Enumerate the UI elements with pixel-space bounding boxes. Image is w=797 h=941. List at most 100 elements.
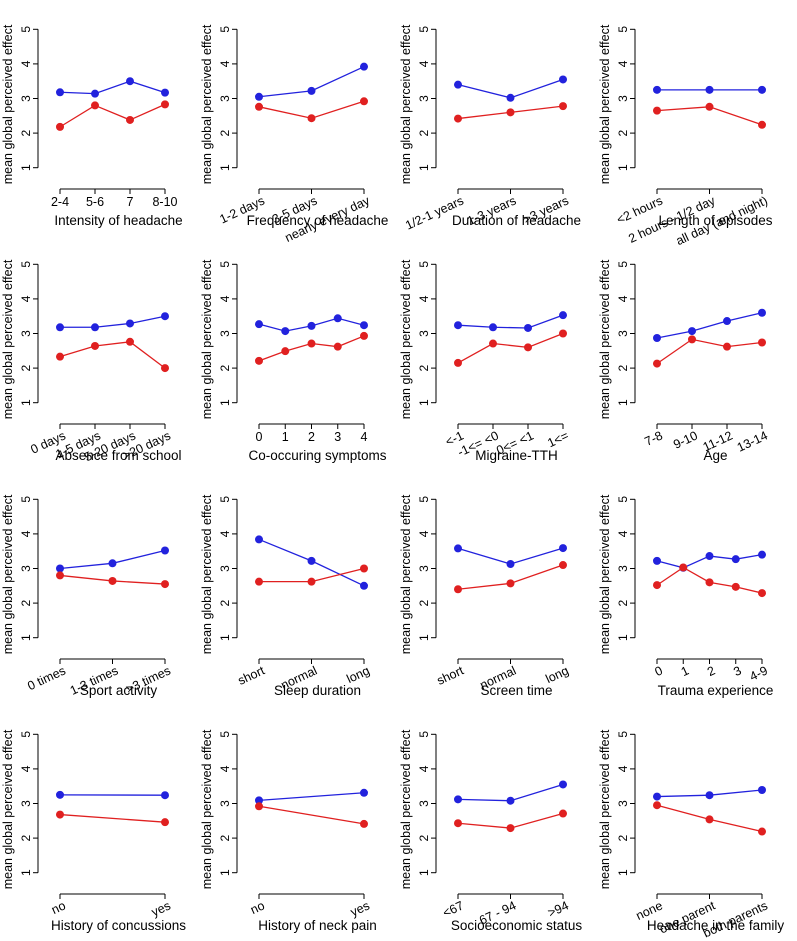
y-tick-label: 4	[218, 765, 232, 772]
data-point-upper	[281, 327, 290, 336]
series-line-upper	[656, 312, 763, 339]
y-tick-label: 2	[417, 364, 431, 371]
y-tick-label: 3	[218, 800, 232, 807]
data-point-lower	[108, 576, 117, 585]
y-tick-label: 5	[19, 261, 33, 268]
data-point-lower	[679, 563, 688, 572]
x-tick-label: no	[248, 898, 267, 917]
data-point-upper	[161, 88, 169, 97]
data-point-upper	[559, 311, 567, 320]
y-axis-label: mean global perceived effect	[1, 729, 15, 889]
y-tick-label: 5	[616, 26, 630, 33]
data-point-upper	[758, 308, 766, 317]
x-tick-label: 2	[308, 430, 315, 444]
y-tick-label: 1	[417, 164, 431, 171]
x-axis-label: Screen time	[480, 683, 552, 698]
x-axis-label: Duration of headache	[452, 213, 581, 228]
x-tick-label: 8-10	[152, 195, 177, 209]
y-tick-label: 3	[19, 800, 33, 807]
chart-svg: 1 2 3 4 5 mean global perceived effect no yesHi…	[200, 729, 377, 933]
chart-panel: 1 2 3 4 5 mean global perceived effect 0 times…	[0, 470, 199, 705]
y-tick-label: 1	[19, 869, 33, 876]
data-point-upper	[360, 62, 368, 71]
y-tick-label: 3	[218, 565, 232, 572]
chart-panel: 1 2 3 4 5 mean global perceived effect 0 1 2 3 4 Co…	[199, 235, 398, 470]
y-tick-label: 5	[417, 26, 431, 33]
y-tick-label: 5	[19, 731, 33, 738]
data-point-lower	[559, 102, 567, 111]
y-tick-label: 4	[417, 530, 431, 537]
y-tick-label: 3	[19, 330, 33, 337]
y-axis-label: mean global perceived effect	[598, 259, 612, 419]
y-tick-label: 2	[616, 599, 630, 606]
y-axis-label: mean global perceived effect	[399, 729, 413, 889]
data-point-upper	[56, 790, 64, 799]
data-point-upper	[705, 552, 714, 561]
data-point-upper	[489, 323, 497, 332]
data-point-upper	[506, 796, 515, 805]
y-axis-label: mean global perceived effect	[200, 24, 214, 184]
data-point-lower	[559, 329, 567, 338]
data-point-upper	[126, 77, 134, 86]
series-line-upper	[258, 792, 365, 802]
y-tick-label: 2	[417, 599, 431, 606]
y-tick-label: 4	[417, 60, 431, 67]
x-tick-label: 4-9	[748, 663, 770, 683]
data-point-lower	[161, 364, 169, 373]
data-point-lower	[56, 122, 64, 131]
data-point-upper	[506, 93, 515, 102]
data-point-lower	[454, 358, 462, 367]
data-point-lower	[506, 108, 515, 117]
y-tick-label: 5	[218, 26, 232, 33]
y-tick-label: 1	[616, 869, 630, 876]
data-point-lower	[758, 338, 766, 347]
y-tick-label: 2	[417, 129, 431, 136]
data-point-upper	[559, 780, 567, 789]
x-tick-label: 5-6	[86, 195, 104, 209]
chart-panel: 1 2 3 4 5 mean global perceived effect none one…	[597, 705, 796, 940]
data-point-lower	[688, 335, 696, 344]
data-point-lower	[255, 102, 263, 111]
y-axis-label: mean global perceived effect	[598, 24, 612, 184]
y-axis-label: mean global perceived effect	[399, 24, 413, 184]
y-tick-label: 1	[417, 869, 431, 876]
y-tick-label: 1	[218, 634, 232, 641]
data-point-upper	[255, 320, 263, 329]
data-point-upper	[360, 321, 368, 330]
y-tick-label: 4	[616, 530, 630, 537]
y-tick-label: 4	[218, 295, 232, 302]
x-tick-label: 0	[653, 663, 665, 679]
x-axis-label: Sleep duration	[274, 683, 361, 698]
data-point-upper	[454, 80, 462, 89]
data-point-upper	[559, 544, 567, 553]
data-point-lower	[161, 580, 169, 589]
y-tick-label: 2	[616, 129, 630, 136]
y-tick-label: 5	[417, 496, 431, 503]
series-line-lower	[258, 805, 365, 825]
x-axis-label: History of neck pain	[258, 918, 377, 933]
x-tick-label: 13-14	[735, 428, 770, 454]
y-tick-label: 3	[218, 330, 232, 337]
data-point-lower	[126, 115, 134, 124]
chart-panel: 1 2 3 4 5 mean global perceived effect 1-2 day…	[199, 0, 398, 245]
data-point-upper	[705, 791, 714, 800]
data-point-lower	[91, 101, 99, 110]
chart-panel: 1 2 3 4 5 mean global perceived effect 7-8 9-10…	[597, 235, 796, 470]
data-point-lower	[161, 100, 169, 109]
data-point-upper	[307, 321, 316, 330]
x-tick-label: 1	[282, 430, 289, 444]
data-point-upper	[161, 546, 169, 555]
y-axis-label: mean global perceived effect	[1, 24, 15, 184]
data-point-lower	[758, 827, 766, 836]
chart-panel: 1 2 3 4 5 mean global perceived effect <2 hour…	[597, 0, 796, 248]
data-point-upper	[56, 323, 64, 332]
data-point-lower	[281, 347, 290, 356]
data-point-upper	[454, 544, 462, 553]
y-tick-label: 5	[616, 261, 630, 268]
chart-svg: 1 2 3 4 5 mean global perceived effect no yesHi…	[1, 729, 186, 933]
y-tick-label: 3	[218, 95, 232, 102]
